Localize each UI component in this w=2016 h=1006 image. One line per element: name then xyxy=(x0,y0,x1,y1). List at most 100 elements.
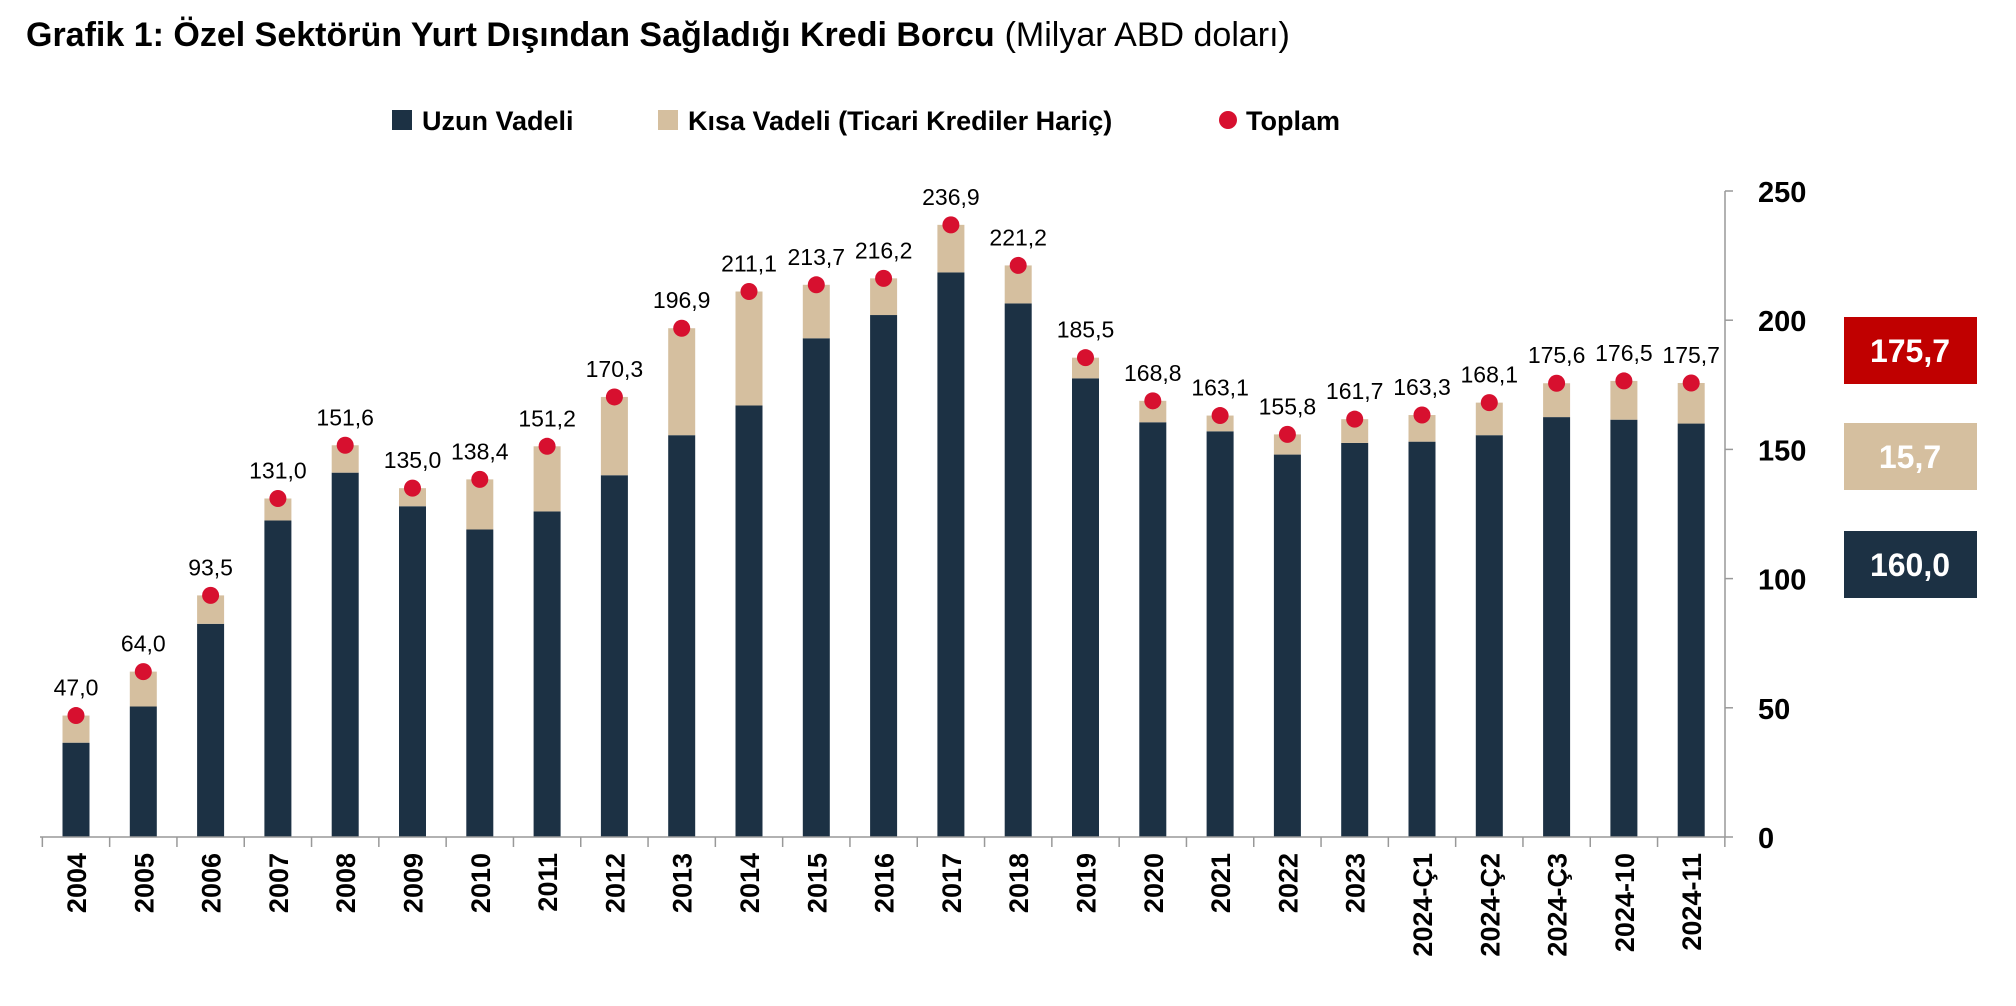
data-label: 236,9 xyxy=(922,184,980,210)
total-marker xyxy=(875,269,893,287)
callout-box xyxy=(1844,317,1977,384)
data-label: 47,0 xyxy=(54,675,99,701)
legend-label-short: Kısa Vadeli (Ticari Krediler Hariç) xyxy=(688,106,1112,136)
legend-swatch-long xyxy=(392,110,412,130)
y-tick-label: 150 xyxy=(1758,435,1806,467)
callouts: 175,7 15,7 160,0 xyxy=(1844,317,1977,598)
x-tick-label: 2014 xyxy=(735,853,765,913)
legend-swatch-short xyxy=(658,110,678,130)
data-label: 168,1 xyxy=(1461,362,1519,388)
data-label: 163,3 xyxy=(1393,374,1451,400)
bar-long-term xyxy=(1072,378,1099,837)
x-tick-label: 2015 xyxy=(802,853,832,913)
data-label: 64,0 xyxy=(121,631,166,657)
callout-label: 15,7 xyxy=(1879,439,1941,475)
y-tick-label: 0 xyxy=(1758,823,1774,855)
data-label: 221,2 xyxy=(989,224,1047,250)
total-marker xyxy=(1144,392,1162,410)
total-marker xyxy=(1615,372,1633,390)
total-marker xyxy=(740,283,758,301)
x-tick-label: 2011 xyxy=(533,853,563,912)
callout-box xyxy=(1844,423,1977,490)
bar-long-term xyxy=(129,706,157,837)
bar-long-term xyxy=(1677,423,1705,837)
y-tick-label: 100 xyxy=(1758,565,1806,597)
bar-long-term xyxy=(1273,454,1301,837)
x-tick-label: 2023 xyxy=(1341,853,1371,913)
total-marker xyxy=(942,216,960,234)
y-tick-label: 250 xyxy=(1758,177,1806,209)
bar-long-term xyxy=(937,272,965,837)
data-label: 135,0 xyxy=(384,447,442,473)
x-tick-label: 2021 xyxy=(1206,853,1236,913)
bar-long-term xyxy=(331,472,359,837)
chart-title-main: Grafik 1: Özel Sektörün Yurt Dışından Sa… xyxy=(26,16,995,54)
x-tick-label: 2019 xyxy=(1072,853,1102,913)
x-tick-label: 2018 xyxy=(1004,853,1034,913)
data-label: 211,1 xyxy=(721,251,777,277)
x-tick-label: 2005 xyxy=(129,853,159,913)
total-marker xyxy=(67,707,85,725)
x-tick-label: 2013 xyxy=(668,853,698,913)
data-label: 216,2 xyxy=(855,237,913,263)
data-label: 93,5 xyxy=(188,554,233,580)
total-marker xyxy=(336,436,354,454)
bar-short-term xyxy=(1139,400,1167,423)
total-marker xyxy=(538,437,556,455)
total-marker xyxy=(605,388,623,406)
bar-short-term xyxy=(1341,419,1369,443)
x-tick-label: 2012 xyxy=(600,853,630,913)
bars: 47,0 64,0 93,5 131,0 151,6 135,0 138,4 151,2 170… xyxy=(54,184,1720,838)
x-tick-label: 2006 xyxy=(197,853,227,913)
bar-short-term xyxy=(264,498,292,521)
legend-label-total: Toplam xyxy=(1246,106,1340,136)
x-tick-label: 2008 xyxy=(331,853,361,913)
x-tick-label: 2024-Ç2 xyxy=(1475,853,1505,957)
bar-long-term xyxy=(1543,417,1571,837)
data-label: 138,4 xyxy=(451,438,509,464)
bar-short-term xyxy=(600,396,628,476)
data-label: 151,2 xyxy=(518,405,576,431)
x-tick-label: 2009 xyxy=(399,853,429,913)
bar-long-term xyxy=(399,506,426,837)
bar-long-term xyxy=(1408,441,1436,837)
callout-label: 175,7 xyxy=(1870,333,1950,369)
data-label: 185,5 xyxy=(1057,317,1115,343)
bar-long-term xyxy=(735,405,763,837)
total-marker xyxy=(807,276,825,294)
bar-short-term xyxy=(735,291,763,406)
bar-long-term xyxy=(1475,435,1503,837)
x-tick-label: 2020 xyxy=(1139,853,1169,913)
total-marker xyxy=(471,470,489,488)
data-label: 176,5 xyxy=(1595,340,1653,366)
bar-long-term xyxy=(870,315,898,838)
bar-short-term xyxy=(668,328,696,436)
legend: Uzun Vadeli Kısa Vadeli (Ticari Krediler … xyxy=(392,106,1340,136)
data-label: 151,6 xyxy=(316,404,374,430)
x-tick-label: 2016 xyxy=(870,853,900,913)
legend-label-long: Uzun Vadeli xyxy=(422,106,574,136)
total-marker xyxy=(1480,394,1498,412)
bar-long-term xyxy=(264,520,292,837)
total-marker xyxy=(1346,410,1364,428)
data-label: 155,8 xyxy=(1259,393,1317,419)
x-tick-label: 2017 xyxy=(937,853,967,913)
bar-short-term xyxy=(802,284,830,339)
data-label: 196,9 xyxy=(653,287,711,313)
total-marker xyxy=(404,479,421,497)
bar-long-term xyxy=(533,511,561,837)
callout-box xyxy=(1844,531,1977,598)
y-tick-label: 200 xyxy=(1758,306,1806,338)
data-label: 168,8 xyxy=(1124,360,1182,386)
bar-long-term xyxy=(197,623,225,837)
callout-label: 160,0 xyxy=(1870,547,1950,583)
data-label: 213,7 xyxy=(788,244,846,270)
x-tick-label: 2004 xyxy=(62,853,92,913)
x-tick-label: 2007 xyxy=(264,853,294,913)
data-label: 175,6 xyxy=(1528,342,1586,368)
x-tick-label: 2022 xyxy=(1273,853,1303,913)
total-marker xyxy=(202,586,220,604)
total-marker xyxy=(1413,406,1431,424)
chart-subtitle: (Milyar ABD doları) xyxy=(1005,16,1290,54)
